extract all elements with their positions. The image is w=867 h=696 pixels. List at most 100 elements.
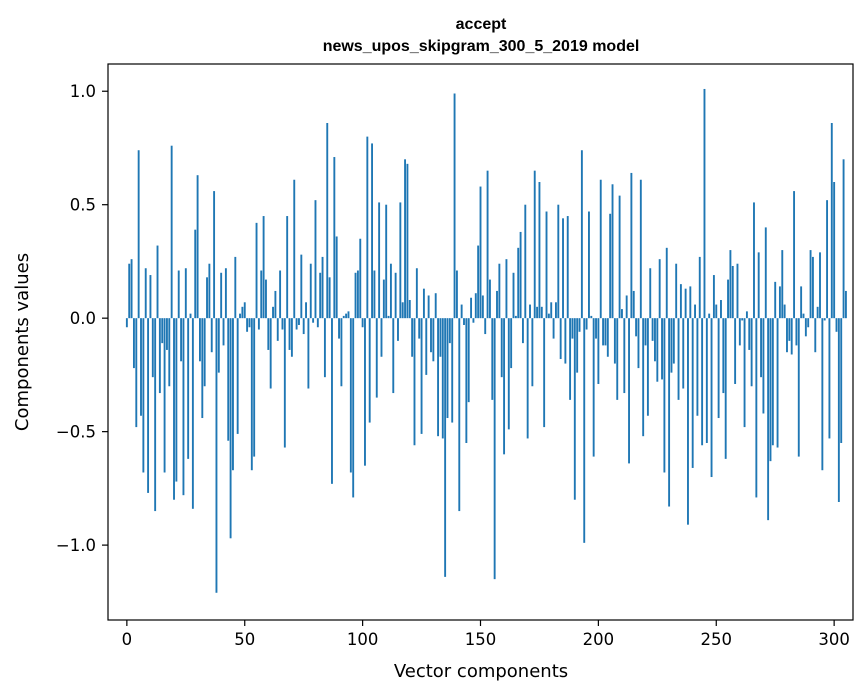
bar	[837, 318, 840, 502]
bar	[151, 318, 154, 378]
bar	[481, 295, 484, 319]
bar	[404, 159, 406, 319]
bar	[361, 318, 364, 328]
bar	[741, 318, 744, 321]
bar	[385, 204, 388, 319]
bar	[326, 123, 329, 319]
bar	[203, 318, 206, 387]
bar	[319, 272, 322, 319]
bar	[512, 272, 515, 319]
bar	[580, 150, 583, 319]
bar	[189, 313, 192, 319]
bar	[257, 318, 260, 330]
bar	[243, 302, 246, 319]
bar	[590, 315, 593, 319]
bar	[229, 318, 232, 539]
bar	[267, 318, 270, 350]
bar	[135, 318, 138, 428]
bar	[757, 252, 760, 319]
bar	[262, 216, 265, 319]
bar	[333, 157, 336, 319]
bar	[771, 318, 774, 446]
bar	[783, 304, 786, 319]
bar	[602, 318, 605, 346]
bar	[201, 318, 204, 419]
bar	[514, 315, 517, 319]
bar	[823, 318, 826, 321]
bar	[727, 279, 729, 319]
bar	[455, 270, 458, 319]
bar	[132, 318, 135, 369]
bar	[720, 300, 722, 319]
bar	[526, 318, 529, 439]
bar	[566, 216, 569, 319]
bar	[314, 200, 317, 319]
bar	[375, 318, 378, 398]
bar	[562, 218, 564, 319]
bar	[331, 318, 333, 484]
x-tick-label: 0	[122, 630, 133, 649]
bar	[149, 275, 152, 319]
bar	[628, 318, 630, 464]
bar	[177, 270, 180, 319]
bar	[826, 200, 829, 319]
bar	[672, 318, 675, 364]
bar	[745, 311, 748, 319]
bar	[816, 306, 819, 319]
bar	[611, 184, 614, 319]
bar	[232, 318, 234, 471]
bar	[621, 309, 623, 319]
bar	[585, 318, 588, 330]
bar	[411, 318, 414, 357]
bar	[364, 318, 366, 466]
bar	[677, 318, 680, 400]
bar	[380, 318, 383, 357]
bar	[609, 213, 612, 319]
bar	[540, 306, 543, 319]
bar	[269, 318, 272, 389]
bar	[684, 288, 687, 319]
bar	[731, 265, 734, 319]
bar	[649, 268, 652, 319]
bar	[302, 318, 305, 335]
bar	[293, 179, 296, 319]
bar	[173, 318, 175, 500]
bar	[729, 250, 732, 319]
bar	[658, 259, 661, 319]
bar	[470, 297, 473, 319]
bar	[521, 318, 524, 344]
bar	[484, 318, 487, 335]
bar	[137, 150, 140, 319]
bar	[529, 304, 531, 319]
bar	[842, 159, 845, 319]
bar	[349, 318, 352, 473]
bar	[170, 145, 173, 319]
bar	[239, 313, 241, 319]
chart-title: accept	[456, 16, 507, 33]
y-axis-label: Components values	[12, 253, 33, 431]
bar	[804, 318, 807, 337]
bar	[696, 318, 699, 416]
bar	[814, 318, 817, 353]
bar	[670, 318, 673, 373]
bar	[623, 318, 626, 394]
x-axis: 0 50 100 150 200 250 300	[122, 620, 850, 649]
bar	[687, 318, 689, 525]
bar	[265, 279, 267, 319]
x-axis-label: Vector components	[394, 661, 568, 682]
bar	[821, 318, 824, 471]
bar	[246, 318, 249, 332]
y-axis: −1.0 −0.5 0.0 0.5 1.0	[56, 82, 108, 555]
bar	[743, 318, 746, 428]
bar	[430, 318, 432, 353]
y-tick-label: 0.0	[70, 309, 96, 328]
bar	[437, 318, 440, 437]
bar	[413, 318, 416, 446]
bar	[809, 250, 812, 319]
bar	[651, 318, 654, 341]
bar	[618, 195, 621, 319]
bar	[642, 318, 645, 437]
y-tick-label: 1.0	[70, 82, 96, 101]
bar	[545, 211, 548, 319]
